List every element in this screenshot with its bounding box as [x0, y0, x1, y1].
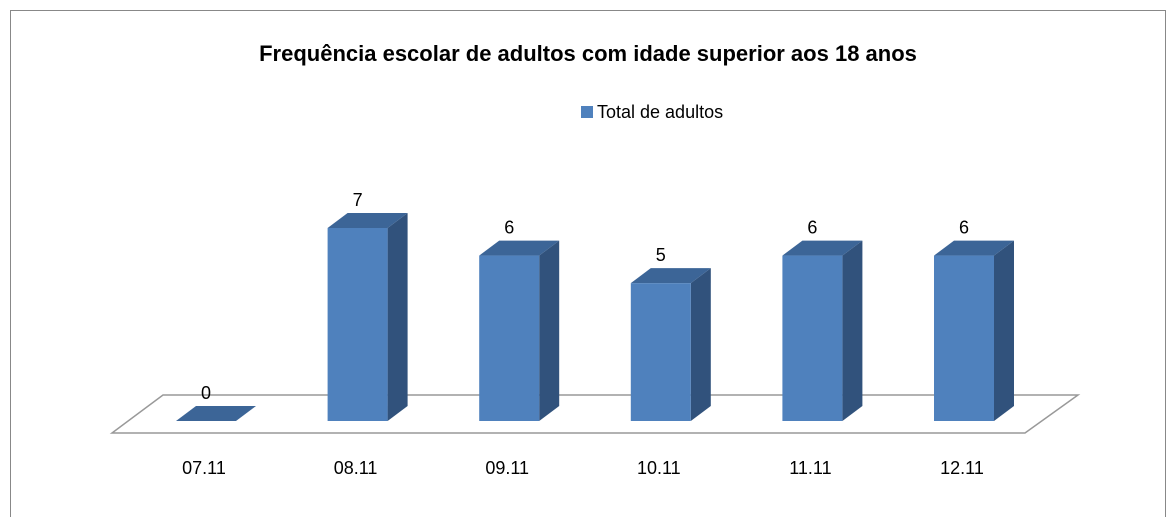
floor	[109, 394, 1081, 434]
bar	[327, 213, 408, 421]
x-tick-label: 08.11	[334, 458, 378, 478]
data-label: 7	[353, 190, 363, 210]
x-tick-label: 10.11	[637, 458, 681, 478]
data-label: 5	[656, 245, 666, 265]
x-tick-label: 12.11	[940, 458, 984, 478]
legend-label: Total de adultos	[597, 102, 723, 122]
bar	[630, 268, 711, 421]
data-label: 0	[201, 383, 211, 403]
chart-title: Frequência escolar de adultos com idade …	[259, 41, 917, 66]
x-tick-label: 09.11	[485, 458, 529, 478]
bar	[176, 406, 256, 421]
data-label: 6	[807, 217, 817, 237]
x-tick-label: 11.11	[789, 458, 831, 478]
bar	[479, 240, 560, 421]
bar	[782, 240, 863, 421]
data-label: 6	[504, 217, 514, 237]
legend-swatch	[581, 106, 593, 118]
x-tick-label: 07.11	[182, 458, 226, 478]
data-label: 6	[959, 217, 969, 237]
bar	[934, 240, 1014, 421]
